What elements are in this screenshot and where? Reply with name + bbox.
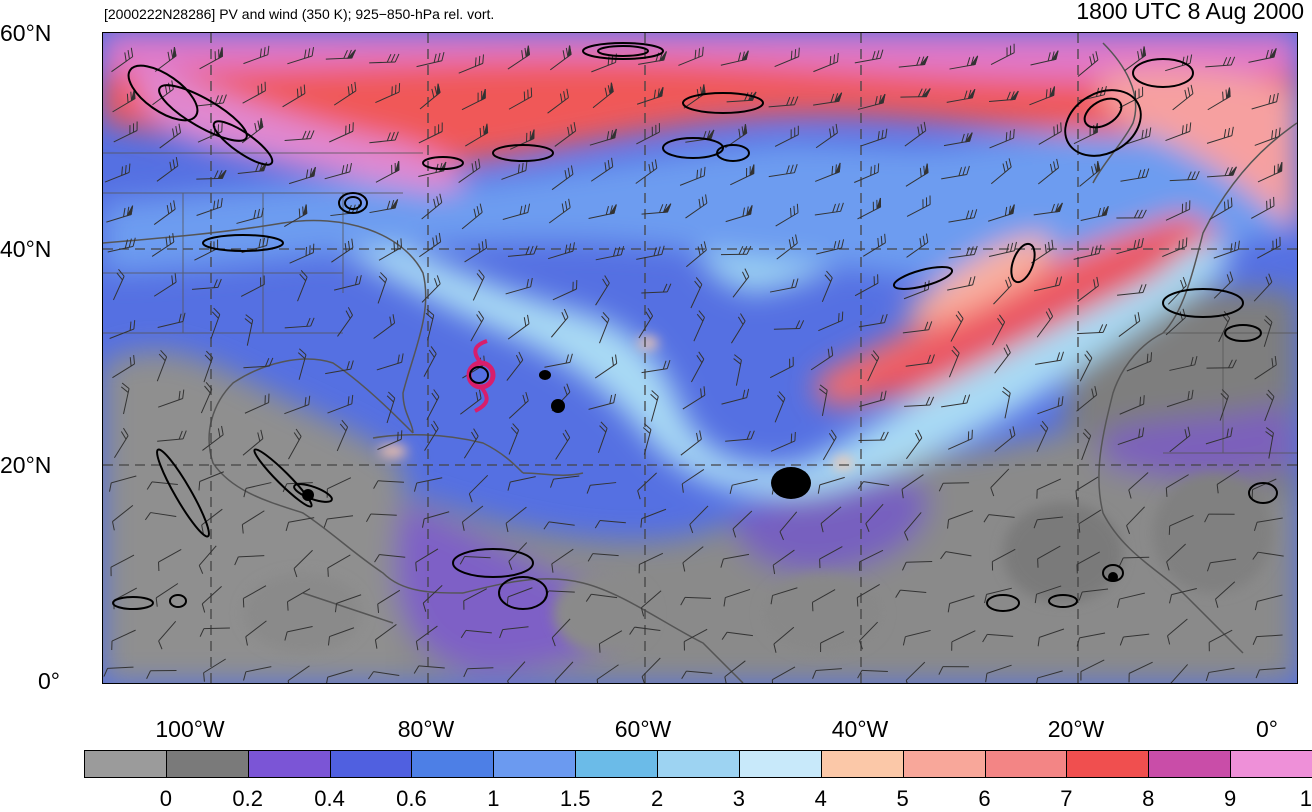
colorbar-tick-label: 4 xyxy=(796,786,846,812)
colorbar-swatch xyxy=(84,750,167,778)
colorbar-swatch xyxy=(493,750,576,778)
colorbar-tick-label: 1 xyxy=(468,786,518,812)
lon-label-60w: 60°W xyxy=(598,716,688,743)
colorbar-tick-label: 0.4 xyxy=(305,786,355,812)
colorbar-tick-label: 6 xyxy=(960,786,1010,812)
colorbar-swatch xyxy=(985,750,1068,778)
pv-colorbar xyxy=(84,750,1312,778)
colorbar-tick-label: 10 xyxy=(1287,786,1312,812)
colorbar-tick-label: 8 xyxy=(1123,786,1173,812)
colorbar-swatch xyxy=(821,750,904,778)
lon-label-40w: 40°W xyxy=(815,716,905,743)
colorbar-swatch xyxy=(739,750,822,778)
colorbar-swatch xyxy=(575,750,658,778)
colorbar-swatch xyxy=(1148,750,1231,778)
map-subtitle: [2000222N28286] PV and wind (350 K); 925… xyxy=(104,6,494,22)
colorbar-tick-label: 0.6 xyxy=(386,786,436,812)
colorbar-tick-label: 2 xyxy=(632,786,682,812)
colorbar-swatch xyxy=(1066,750,1149,778)
lat-label-40n: 40°N xyxy=(0,236,70,263)
colorbar-swatch xyxy=(330,750,413,778)
colorbar-tick-label: 0 xyxy=(141,786,191,812)
colorbar-tick-label: 7 xyxy=(1041,786,1091,812)
lat-label-60n: 60°N xyxy=(0,20,70,47)
colorbar-swatch xyxy=(903,750,986,778)
colorbar-tick-label: 1.5 xyxy=(550,786,600,812)
valid-time: 1800 UTC 8 Aug 2000 xyxy=(1076,0,1304,25)
colorbar-swatch xyxy=(411,750,494,778)
colorbar-swatch xyxy=(166,750,249,778)
lon-label-80w: 80°W xyxy=(381,716,471,743)
pv-field-map xyxy=(103,33,1297,683)
colorbar-tick-label: 9 xyxy=(1205,786,1255,812)
pv-map-panel xyxy=(102,32,1298,684)
colorbar-swatch xyxy=(657,750,740,778)
colorbar-tick-label: 5 xyxy=(878,786,928,812)
colorbar-tick-label: 3 xyxy=(714,786,764,812)
colorbar-swatch xyxy=(248,750,331,778)
colorbar-tick-label: 0.2 xyxy=(223,786,273,812)
lon-label-100w: 100°W xyxy=(145,716,235,743)
lon-label-0: 0° xyxy=(1222,716,1312,743)
lat-label-20n: 20°N xyxy=(0,452,70,479)
lat-label-equator: 0° xyxy=(38,668,108,695)
colorbar-swatch xyxy=(1230,750,1312,778)
lon-label-20w: 20°W xyxy=(1031,716,1121,743)
